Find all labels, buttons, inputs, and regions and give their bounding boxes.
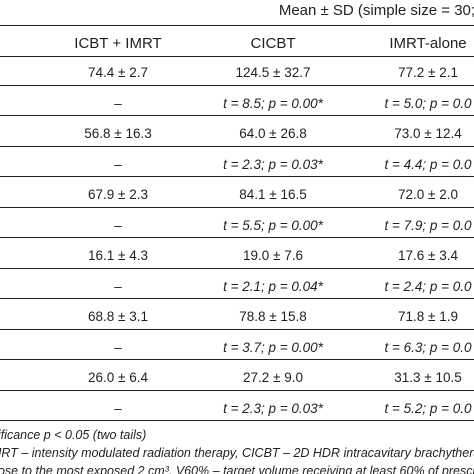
table-cell: 68.8 ± 3.1 — [88, 309, 148, 324]
table-rule — [0, 390, 474, 391]
table-cell: – — [114, 278, 122, 294]
table-rule — [0, 420, 474, 421]
table-cell: 124.5 ± 32.7 — [235, 65, 311, 80]
column-header: ICBT + IMRT — [74, 35, 162, 52]
table-cell: t = 5.0; p = 0.0 — [384, 95, 472, 111]
table-rule — [0, 237, 474, 238]
table-cell: – — [114, 95, 122, 111]
column-header: IMRT-alone — [389, 35, 467, 52]
table-cell: t = 2.3; p = 0.03* — [223, 156, 323, 172]
table-cell: t = 2.3; p = 0.03* — [223, 400, 323, 416]
table-cell: 71.8 ± 1.9 — [398, 309, 458, 324]
table-cell: t = 5.2; p = 0.0 — [384, 400, 472, 416]
table-cell: 77.2 ± 2.1 — [398, 65, 458, 80]
table-cell: – — [114, 400, 122, 416]
table-cell: t = 5.5; p = 0.00* — [223, 217, 323, 233]
table-rule — [0, 25, 474, 26]
table-cell: 16.1 ± 4.3 — [88, 248, 148, 263]
table-rule — [0, 268, 474, 269]
table-cell: 27.2 ± 9.0 — [243, 370, 303, 385]
table-cell: 72.0 ± 2.0 — [398, 187, 458, 202]
table-rule — [0, 359, 474, 360]
table-cell: 64.0 ± 26.8 — [239, 126, 307, 141]
table-rule — [0, 207, 474, 208]
column-header: CICBT — [250, 35, 296, 52]
table-cell: – — [114, 217, 122, 233]
table-rule — [0, 176, 474, 177]
table-cell: t = 3.7; p = 0.00* — [223, 339, 323, 355]
table-cell: 84.1 ± 16.5 — [239, 187, 307, 202]
table-cell: 74.4 ± 2.7 — [88, 65, 148, 80]
table-cell: 67.9 ± 2.3 — [88, 187, 148, 202]
table-cell: t = 6.3; p = 0.0 — [384, 339, 472, 355]
table-rule — [0, 85, 474, 86]
table-rule — [0, 115, 474, 116]
table-cell: t = 2.1; p = 0.04* — [223, 278, 323, 294]
table-cell: 19.0 ± 7.6 — [243, 248, 303, 263]
table-rule — [0, 56, 474, 57]
table-cell: 17.6 ± 3.4 — [398, 248, 458, 263]
table-cell: t = 2.4; p = 0.0 — [384, 278, 472, 294]
group-header: Mean ± SD (simple size = 30; df = 2 — [278, 2, 474, 19]
footnote-line: nificance p < 0.05 (two tails) — [0, 428, 147, 442]
table-rule — [0, 298, 474, 299]
table-cell: – — [114, 156, 122, 172]
table-cell: 78.8 ± 15.8 — [239, 309, 307, 324]
table-cell: 73.0 ± 12.4 — [394, 126, 462, 141]
table-cell: 56.8 ± 16.3 — [84, 126, 152, 141]
table-rule — [0, 329, 474, 330]
footnote-line: dose to the most exposed 2 cm³, V60% – t… — [0, 464, 474, 474]
footnote-line: MRT – intensity modulated radiation ther… — [0, 446, 474, 460]
table-cell: – — [114, 339, 122, 355]
table-cell: 31.3 ± 10.5 — [394, 370, 462, 385]
table-cell: t = 7.9; p = 0.0 — [384, 217, 472, 233]
table-rule — [0, 146, 474, 147]
table-cell: t = 8.5; p = 0.00* — [223, 95, 323, 111]
table-cell: 26.0 ± 6.4 — [88, 370, 148, 385]
table-cell: t = 4.4; p = 0.0 — [384, 156, 472, 172]
